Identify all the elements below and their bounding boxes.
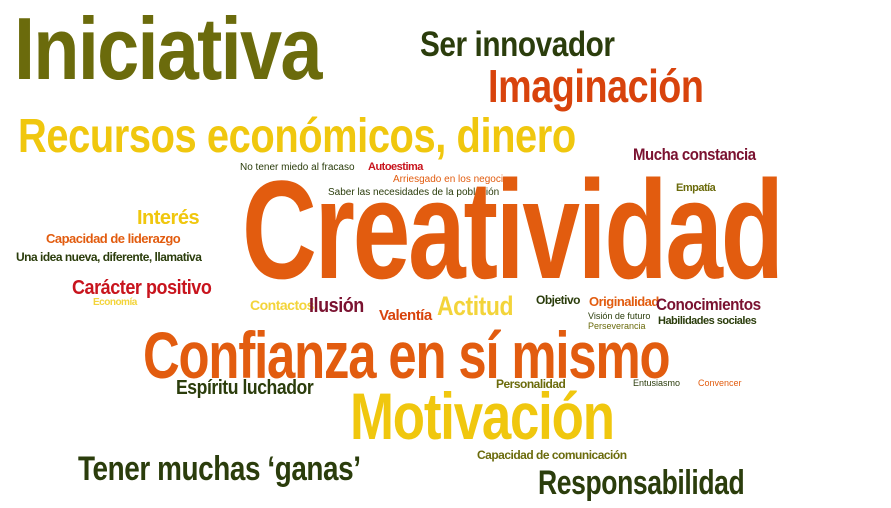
word-valentia: Valentía xyxy=(379,307,432,324)
word-no-tener-miedo: No tener miedo al fracaso xyxy=(240,162,355,173)
word-imaginacion: Imaginación xyxy=(488,60,704,112)
word-mucha-constancia: Mucha constancia xyxy=(633,145,756,164)
word-habilidades-sociales: Habilidades sociales xyxy=(658,315,757,327)
word-actitud: Actitud xyxy=(437,291,514,321)
word-capacidad-liderazgo: Capacidad de liderazgo xyxy=(46,231,181,246)
word-contactos: Contactos xyxy=(250,297,314,313)
word-originalidad: Originalidad xyxy=(589,294,659,309)
word-vision-futuro: Visión de futuro xyxy=(588,311,651,321)
word-personalidad: Personalidad xyxy=(496,377,566,391)
word-motivacion: Motivación xyxy=(350,379,615,453)
word-convencer: Convencer xyxy=(698,378,742,388)
word-ser-innovador: Ser innovador xyxy=(420,25,615,64)
word-objetivo: Objetivo xyxy=(536,293,581,307)
word-espiritu-luchador: Espíritu luchador xyxy=(176,377,314,399)
word-conocimientos: Conocimientos xyxy=(656,295,761,314)
word-capacidad-comunicacion: Capacidad de comunicación xyxy=(477,448,627,462)
word-responsabilidad: Responsabilidad xyxy=(538,464,745,502)
word-interes: Interés xyxy=(137,207,200,229)
word-ilusion: Ilusión xyxy=(309,295,364,317)
word-economia: Economía xyxy=(93,297,137,308)
word-creatividad: Creatividad xyxy=(242,151,784,308)
word-confianza: Confianza en sí mismo xyxy=(143,318,671,392)
word-idea-nueva: Una idea nueva, diferente, llamativa xyxy=(16,250,202,264)
word-tener-ganas: Tener muchas ‘ganas’ xyxy=(78,450,361,488)
word-autoestima: Autoestima xyxy=(368,161,423,173)
word-entusiasmo: Entusiasmo xyxy=(633,378,681,388)
word-recursos: Recursos económicos, dinero xyxy=(18,110,576,163)
word-empatia: Empatía xyxy=(676,182,716,194)
word-caracter-positivo: Carácter positivo xyxy=(72,277,212,299)
word-saber-necesidades: Saber las necesidades de la población xyxy=(328,187,500,198)
word-perseverancia: Perseverancia xyxy=(588,321,646,331)
word-arriesgado: Arriesgado en los negocios xyxy=(393,174,514,185)
word-iniciativa: Iniciativa xyxy=(14,0,322,98)
